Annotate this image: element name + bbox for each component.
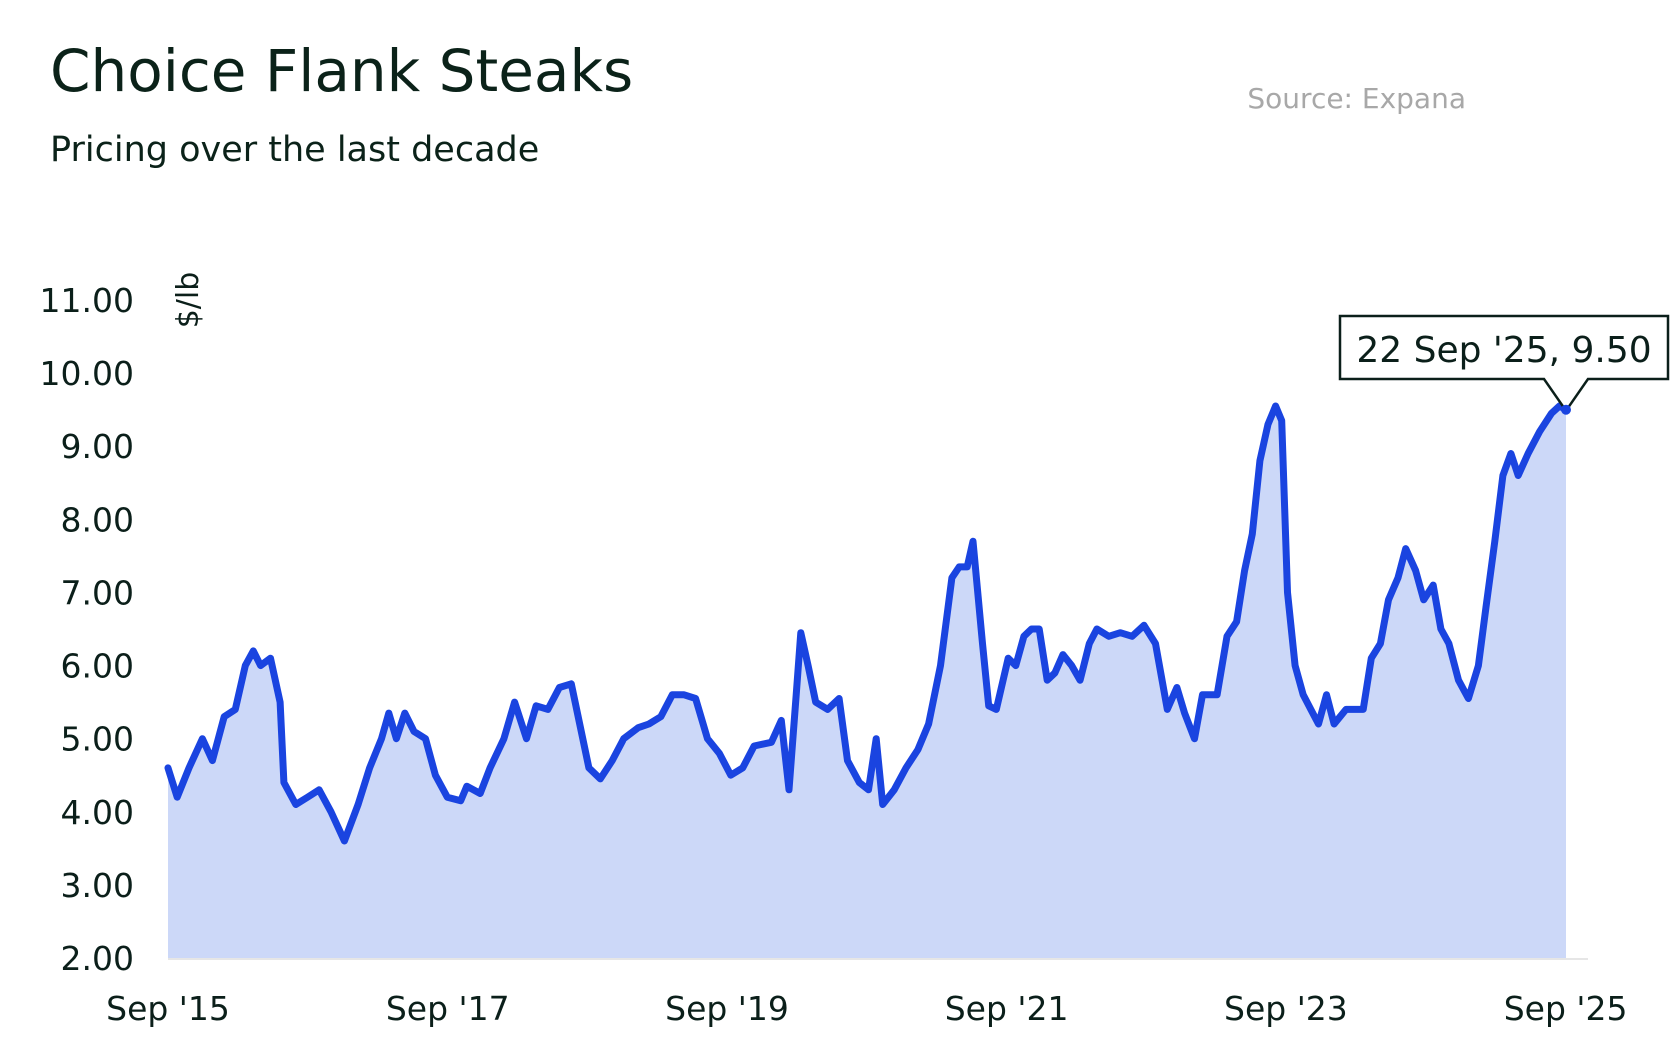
y-tick-label: 11.00 (40, 281, 134, 320)
axis-layer: 2.00 3.00 4.00 5.00 6.00 7.00 8.00 9.00 10.00 11.… (40, 272, 1628, 1028)
y-tick-label: 10.00 (40, 354, 134, 393)
chart-title: Choice Flank Steaks (50, 37, 634, 105)
y-tick-label: 5.00 (61, 720, 134, 759)
x-tick-label: Sep '19 (665, 989, 789, 1028)
area-layer (168, 406, 1566, 958)
x-tick-label: Sep '23 (1224, 989, 1348, 1028)
chart-source: Source: Expana (1247, 82, 1466, 115)
annotation-layer: 22 Sep '25, 9.50 (1338, 314, 1670, 415)
y-tick-label: 6.00 (61, 647, 134, 686)
y-tick-label: 7.00 (61, 573, 134, 612)
series-area (168, 406, 1566, 958)
x-tick-label: Sep '21 (945, 989, 1069, 1028)
y-tick-label: 4.00 (61, 793, 134, 832)
y-tick-label: 8.00 (61, 500, 134, 539)
annotation-label: 22 Sep '25, 9.50 (1356, 330, 1651, 371)
y-tick-label: 9.00 (61, 427, 134, 466)
x-tick-label: Sep '25 (1504, 989, 1628, 1028)
y-tick-label: 3.00 (61, 866, 134, 905)
series-line (164, 402, 1570, 845)
x-tick-label: Sep '17 (386, 989, 510, 1028)
annotation-point (1561, 404, 1571, 415)
y-tick-label: 2.00 (61, 939, 134, 978)
y-axis-unit-label: $/lb (171, 272, 206, 329)
line-layer (164, 402, 1570, 845)
chart-subtitle: Pricing over the last decade (50, 130, 540, 170)
annotation-callout-box (1338, 314, 1670, 413)
x-tick-label: Sep '15 (106, 989, 230, 1028)
